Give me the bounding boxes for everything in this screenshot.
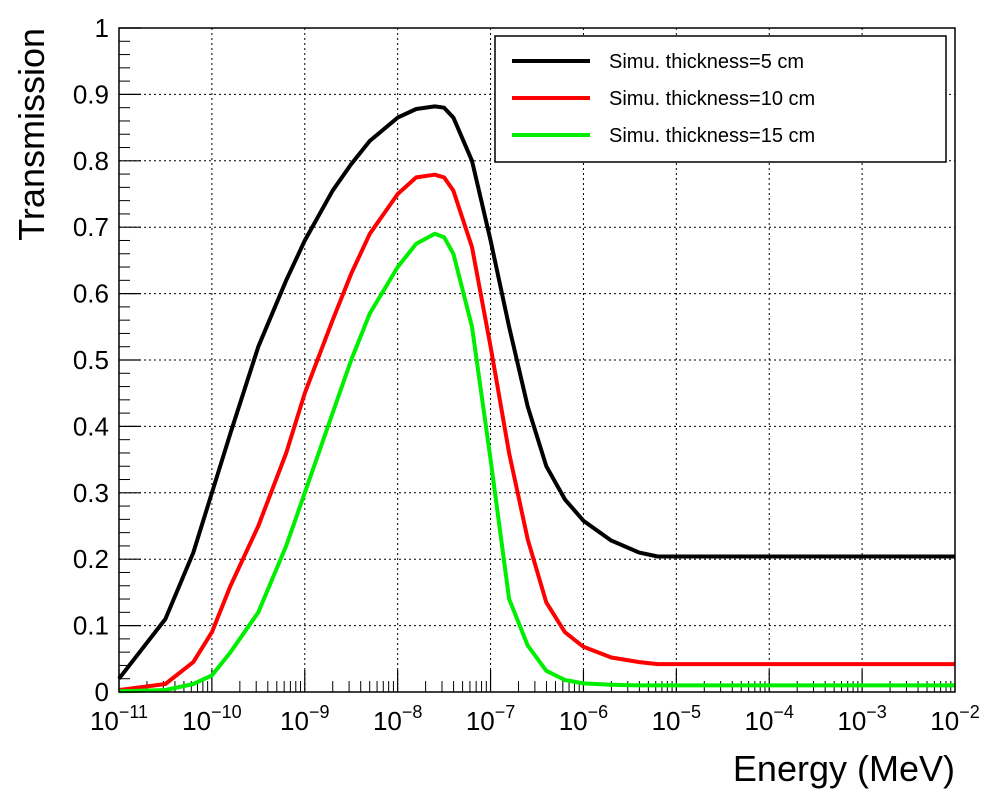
x-tick-base: 10: [559, 706, 588, 736]
x-tick-base: 10: [280, 706, 309, 736]
legend-label: Simu. thickness=10 cm: [609, 88, 815, 110]
y-tick-label: 0: [95, 677, 109, 707]
series-line-1: [117, 104, 955, 680]
series-lines: [117, 104, 955, 694]
y-tick-label: 0.2: [73, 544, 109, 574]
y-tick-label: 0.1: [73, 611, 109, 641]
x-tick-label: 10−2: [930, 702, 979, 736]
x-tick-exponent: −5: [681, 702, 702, 722]
x-tick-exponent: −2: [959, 702, 980, 722]
x-tick-base: 10: [466, 706, 495, 736]
y-tick-label: 0.7: [73, 212, 109, 242]
x-tick-label: 10−8: [373, 702, 422, 736]
x-tick-label: 10−3: [837, 702, 886, 736]
series-line-2: [118, 172, 955, 692]
y-tick-labels: 0 0.1 0.2 0.3 0.4 0.5 0.6 0.7 0.8 0.9 1: [73, 13, 109, 707]
x-tick-base: 10: [652, 706, 681, 736]
series-line-3: [118, 231, 955, 694]
y-tick-label: 0.3: [73, 478, 109, 508]
x-tick-label: 10−10: [182, 702, 241, 736]
x-tick-exponent: −6: [588, 702, 609, 722]
x-tick-exponent: −3: [866, 702, 887, 722]
x-tick-label: 10−7: [466, 702, 515, 736]
y-tick-label: 0.5: [73, 345, 109, 375]
y-tick-label: 0.4: [73, 411, 109, 441]
plot-frame: [118, 27, 956, 693]
x-tick-exponent: −7: [495, 702, 516, 722]
x-tick-label: 10−6: [559, 702, 608, 736]
x-tick-labels: 10−11 10−10 10−9 10−8 10−7 10−6 10−5 10−4 10−3 10…: [90, 702, 980, 736]
y-tick-label: 0.8: [73, 146, 109, 176]
y-tick-label: 0.9: [73, 79, 109, 109]
y-tick-label: 0.6: [73, 279, 109, 309]
x-tick-base: 10: [744, 706, 773, 736]
x-tick-base: 10: [90, 706, 119, 736]
legend-label: Simu. thickness=5 cm: [609, 51, 804, 73]
x-tick-label: 10−11: [90, 702, 148, 736]
x-tick-exponent: −8: [402, 702, 423, 722]
y-tick-label: 1: [95, 13, 109, 43]
legend-label: Simu. thickness=15 cm: [609, 125, 815, 147]
x-tick-base: 10: [837, 706, 866, 736]
x-axis-title: Energy (MeV): [733, 748, 955, 789]
x-tick-base: 10: [373, 706, 402, 736]
x-tick-label: 10−4: [744, 702, 793, 736]
x-tick-base: 10: [930, 706, 959, 736]
y-axis-title: Transmission: [11, 28, 52, 241]
x-tick-base: 10: [182, 706, 211, 736]
x-tick-exponent: −9: [309, 702, 330, 722]
x-tick-exponent: −4: [773, 702, 794, 722]
x-tick-label: 10−5: [652, 702, 701, 736]
legend: Simu. thickness=5 cm Simu. thickness=10 c…: [494, 35, 947, 163]
x-tick-label: 10−9: [280, 702, 329, 736]
x-tick-exponent: −10: [211, 702, 242, 722]
x-tick-exponent: −11: [119, 702, 148, 722]
